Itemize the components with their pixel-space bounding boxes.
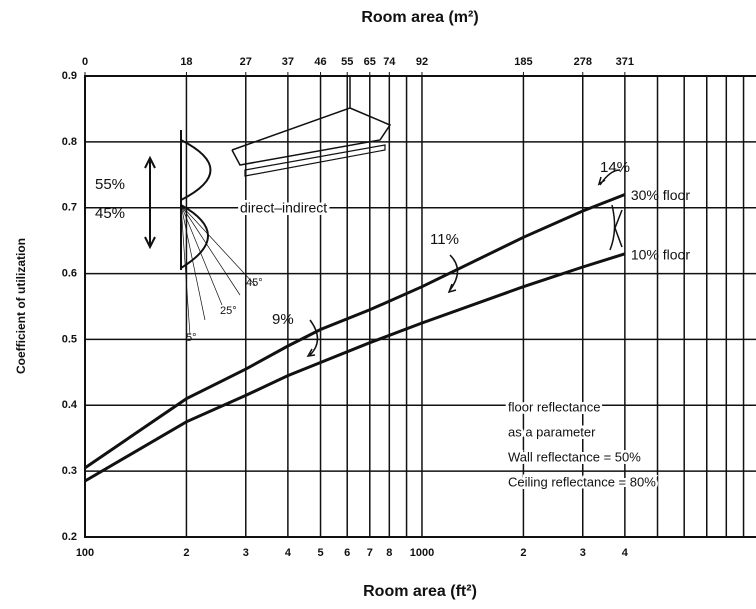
y-tick-label: 0.6 (62, 267, 77, 279)
annotation: 11% (430, 231, 459, 248)
x2-tick-label: 65 (364, 56, 376, 68)
x-axis-title: Room area (ft²) (363, 583, 477, 600)
x2-tick-label: 92 (416, 56, 428, 68)
x2-tick-label: 46 (314, 56, 326, 68)
annotation: 9% (272, 311, 294, 328)
annotation: 14% (600, 159, 630, 176)
fixture-illustration (145, 76, 622, 356)
x2-tick-label: 0 (82, 56, 88, 68)
y-tick-label: 0.9 (62, 70, 77, 82)
x-tick-label: 4 (622, 547, 629, 559)
x-tick-label: 3 (580, 547, 586, 559)
plot-frame (85, 76, 756, 537)
x2-tick-label: 278 (574, 56, 592, 68)
annotation: 45% (95, 205, 125, 222)
annotation: 45° (246, 277, 263, 289)
x2-tick-label: 74 (383, 56, 396, 68)
x-tick-label: 6 (344, 547, 350, 559)
x2-tick-label: 371 (616, 56, 634, 68)
y-tick-label: 0.7 (62, 202, 77, 214)
x2-tick-label: 55 (341, 56, 353, 68)
x2-tick-label: 185 (514, 56, 532, 68)
annotation: 25° (220, 305, 237, 317)
y-tick-label: 0.3 (62, 465, 77, 477)
annotation: Ceiling reflectance = 80% (508, 474, 656, 489)
x-tick-label: 5 (317, 547, 323, 559)
annotation: Wall reflectance = 50% (508, 449, 641, 464)
x2-tick-label: 18 (180, 56, 192, 68)
chart: Room area (m²) Room area (ft²) Coefficie… (0, 0, 756, 609)
x-tick-label: 3 (243, 547, 249, 559)
x2-tick-label: 27 (240, 56, 252, 68)
y-tick-label: 0.5 (62, 333, 77, 345)
annotation: floor reflectance (508, 399, 601, 414)
annotation: direct–indirect (240, 200, 327, 216)
x-tick-label: 4 (285, 547, 292, 559)
legend-label: 30% floor (631, 187, 690, 203)
x-tick-label: 1000 (410, 547, 434, 559)
legend-label: 10% floor (631, 247, 690, 263)
annotation: 5° (186, 332, 197, 344)
y-tick-label: 0.8 (62, 136, 77, 148)
x-tick-label: 2 (183, 547, 189, 559)
y-axis-title: Coefficient of utilization (14, 238, 28, 374)
annotation: as a parameter (508, 424, 596, 439)
top-axis-title: Room area (m²) (361, 9, 478, 26)
x-tick-label: 8 (386, 547, 392, 559)
y-tick-label: 0.4 (62, 399, 78, 411)
y-tick-label: 0.2 (62, 531, 77, 543)
annotation: 55% (95, 176, 125, 193)
series-line (85, 254, 625, 481)
x-tick-label: 2 (520, 547, 526, 559)
x2-tick-label: 37 (282, 56, 294, 68)
x-tick-label: 100 (76, 547, 94, 559)
x-tick-label: 7 (367, 547, 373, 559)
